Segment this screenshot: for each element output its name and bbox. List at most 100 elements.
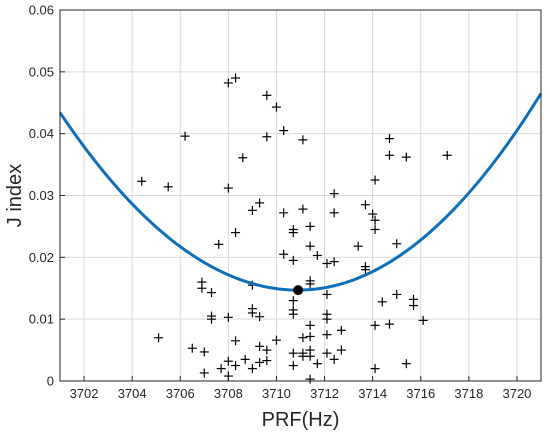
data-point <box>370 364 380 374</box>
data-point <box>442 150 452 160</box>
data-point <box>305 320 315 330</box>
x-axis: 3702 3704 3706 3708 3710 3712 3714 3716 3718 3720 <box>70 376 531 401</box>
data-point <box>305 241 315 251</box>
data-point <box>370 215 380 225</box>
data-point <box>231 361 241 371</box>
data-point <box>288 309 298 319</box>
data-point <box>418 315 428 325</box>
x-axis-label: PRF(Hz) <box>262 409 340 431</box>
data-point <box>329 354 339 364</box>
data-point <box>336 325 346 335</box>
data-point <box>305 279 315 289</box>
y-tick-label: 0.06 <box>29 3 54 18</box>
data-point <box>336 345 346 355</box>
data-point <box>199 347 209 357</box>
data-point <box>223 356 233 366</box>
data-point <box>360 200 370 210</box>
x-tick-label: 3716 <box>406 386 435 401</box>
data-point <box>384 319 394 329</box>
data-point <box>223 183 233 193</box>
data-point <box>180 131 190 141</box>
data-point <box>370 225 380 235</box>
y-axis-label: J index <box>4 164 26 227</box>
data-point <box>322 289 332 299</box>
data-point <box>154 333 164 343</box>
data-point <box>255 312 265 322</box>
data-point <box>392 239 402 249</box>
data-point <box>322 330 332 340</box>
data-point <box>401 152 411 162</box>
y-axis: 0 0.01 0.02 0.03 0.04 0.05 0.06 <box>29 3 65 389</box>
data-point <box>262 132 272 142</box>
data-point <box>305 331 315 341</box>
y-tick-label: 0 <box>47 374 54 389</box>
data-point <box>223 78 233 88</box>
data-point <box>370 320 380 330</box>
data-point <box>262 356 272 366</box>
data-point <box>312 359 322 369</box>
x-tick-label: 3704 <box>118 386 147 401</box>
data-point <box>271 102 281 112</box>
data-point <box>262 345 272 355</box>
y-tick-label: 0.03 <box>29 188 54 203</box>
data-point <box>322 348 332 358</box>
data-point <box>370 175 380 185</box>
data-point <box>305 374 315 384</box>
data-point <box>360 265 370 275</box>
data-point <box>377 297 387 307</box>
data-point <box>288 296 298 306</box>
y-tick-label: 0.01 <box>29 312 54 327</box>
x-tick-label: 3712 <box>310 386 339 401</box>
data-point <box>329 189 339 199</box>
data-point <box>238 153 248 163</box>
x-tick-label: 3720 <box>502 386 531 401</box>
data-point <box>384 150 394 160</box>
data-point <box>207 288 217 298</box>
data-point <box>197 283 207 293</box>
data-point <box>298 135 308 145</box>
data-point <box>305 351 315 361</box>
x-tick-label: 3706 <box>166 386 195 401</box>
y-tick-label: 0.04 <box>29 126 54 141</box>
data-point <box>288 348 298 358</box>
data-point <box>216 364 226 374</box>
x-tick-label: 3718 <box>454 386 483 401</box>
data-point <box>255 341 265 351</box>
data-point <box>223 312 233 322</box>
data-point <box>231 336 241 346</box>
data-point <box>240 354 250 364</box>
data-point <box>312 250 322 260</box>
data-point <box>247 205 257 215</box>
minimum-point <box>293 285 304 296</box>
data-point <box>409 301 419 311</box>
y-tick-label: 0.02 <box>29 250 54 265</box>
x-tick-label: 3702 <box>70 386 99 401</box>
data-point <box>279 208 289 218</box>
data-point <box>401 359 411 369</box>
data-point <box>329 208 339 218</box>
data-point <box>247 308 257 318</box>
x-tick-label: 3710 <box>262 386 291 401</box>
data-point <box>214 239 224 249</box>
data-point <box>298 333 308 343</box>
data-point <box>384 134 394 144</box>
data-point <box>322 259 332 269</box>
data-point <box>231 73 241 83</box>
data-point <box>279 249 289 259</box>
data-point <box>279 126 289 136</box>
data-point <box>163 182 173 192</box>
data-point <box>305 221 315 231</box>
x-tick-label: 3708 <box>214 386 243 401</box>
data-point <box>187 343 197 353</box>
data-point <box>271 335 281 345</box>
data-point <box>255 357 265 367</box>
data-point <box>288 228 298 238</box>
data-point <box>137 176 147 186</box>
data-point <box>262 90 272 100</box>
data-point <box>207 314 217 324</box>
data-point <box>329 257 339 267</box>
data-point <box>247 364 257 374</box>
y-tick-label: 0.05 <box>29 64 54 79</box>
data-point <box>255 198 265 208</box>
